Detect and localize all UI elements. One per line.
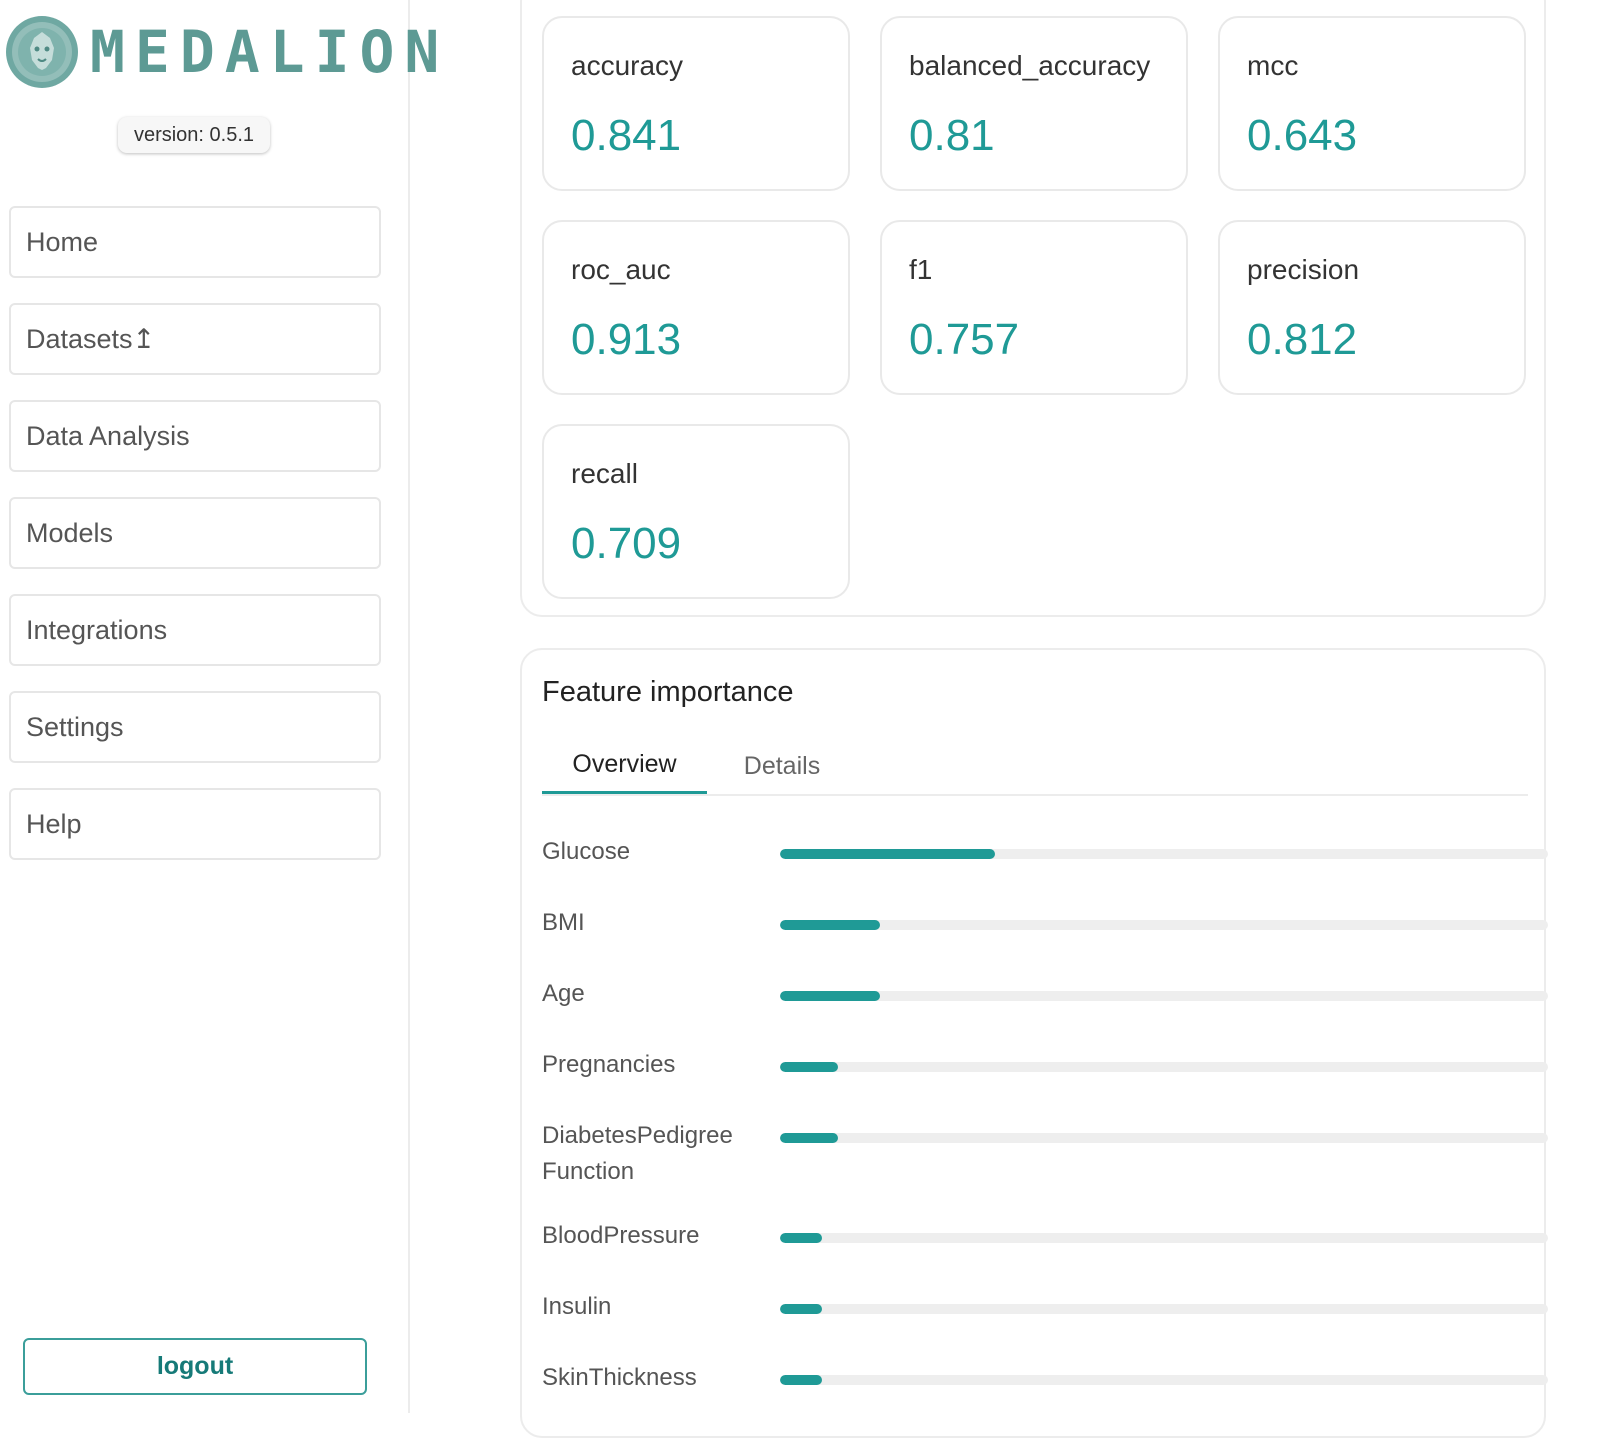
feature-bar-track [780,920,1548,930]
sidebar-item-datasets[interactable]: Datasets↥ [9,303,381,375]
metric-value: 0.643 [1247,111,1358,160]
feature-bar-fill [780,1233,823,1243]
sidebar-nav: Home Datasets↥ Data Analysis Models Inte… [9,206,381,885]
feature-bar-track [780,1304,1548,1314]
sidebar: MEDALION version: 0.5.1 Home Datasets↥ D… [0,0,439,1413]
feature-label: Pregnancies [542,1051,676,1078]
feature-bar-fill [780,920,880,930]
metric-value: 0.709 [571,519,682,568]
metric-label: roc_auc [571,254,671,285]
metric-card-mcc: mcc 0.643 [1218,16,1526,191]
metric-label: recall [571,458,638,489]
logo: MEDALION [4,14,449,90]
feature-bar-fill [780,1304,823,1314]
feature-bar-track [780,1062,1548,1072]
logout-button[interactable]: logout [23,1338,367,1395]
feature-importance-tabs: Overview Details [542,738,1528,796]
feature-label: Insulin [542,1293,612,1320]
metric-label: balanced_accuracy [909,50,1151,81]
feature-bar-fill [780,1133,838,1143]
feature-bar-fill [780,849,996,859]
app-name: MEDALION [90,18,450,86]
sidebar-item-data-analysis[interactable]: Data Analysis [9,400,381,472]
metric-card-recall: recall 0.709 [542,424,850,599]
feature-label: Glucose [542,838,631,865]
metric-value: 0.81 [909,111,995,160]
feature-label: BMI [542,909,585,936]
metric-value: 0.913 [571,315,682,364]
metric-label: precision [1247,254,1360,285]
metric-label: mcc [1247,50,1299,81]
tab-overview[interactable]: Overview [542,738,707,794]
metric-label: f1 [909,254,933,285]
feature-bar-track [780,1133,1548,1143]
sidebar-item-integrations[interactable]: Integrations [9,594,381,666]
metric-value: 0.841 [571,111,682,160]
feature-bar-track [780,1375,1548,1385]
metric-card-balanced-accuracy: balanced_accuracy 0.81 [880,16,1188,191]
feature-label: DiabetesPedigree Function [542,1122,733,1185]
feature-bar-fill [780,991,880,1001]
tab-details[interactable]: Details [743,751,821,780]
feature-label: Age [542,980,585,1007]
sidebar-item-settings[interactable]: Settings [9,691,381,763]
metric-value: 0.812 [1247,315,1358,364]
metric-card-precision: precision 0.812 [1218,220,1526,395]
sidebar-item-help[interactable]: Help [9,788,381,860]
sidebar-item-home[interactable]: Home [9,206,381,278]
sidebar-item-models[interactable]: Models [9,497,381,569]
feature-label: BloodPressure [542,1222,700,1249]
version-badge: version: 0.5.1 [118,117,270,153]
lion-logo-icon [6,16,78,88]
metric-card-f1: f1 0.757 [880,220,1188,395]
feature-bar-fill [780,1375,823,1385]
feature-bar-track [780,849,1548,859]
feature-bar-track [780,991,1548,1001]
metric-card-accuracy: accuracy 0.841 [542,16,850,191]
feature-label: SkinThickness [542,1364,697,1391]
feature-bar-track [780,1233,1548,1243]
metrics-panel: accuracy 0.841 balanced_accuracy 0.81 mc… [520,0,1546,617]
metric-card-roc-auc: roc_auc 0.913 [542,220,850,395]
feature-bar-fill [780,1062,838,1072]
feature-importance-title: Feature importance [542,676,794,708]
metric-label: accuracy [571,50,684,81]
metric-value: 0.757 [909,315,1020,364]
feature-importance-panel: Feature importance Overview Details Gluc… [520,648,1548,1438]
